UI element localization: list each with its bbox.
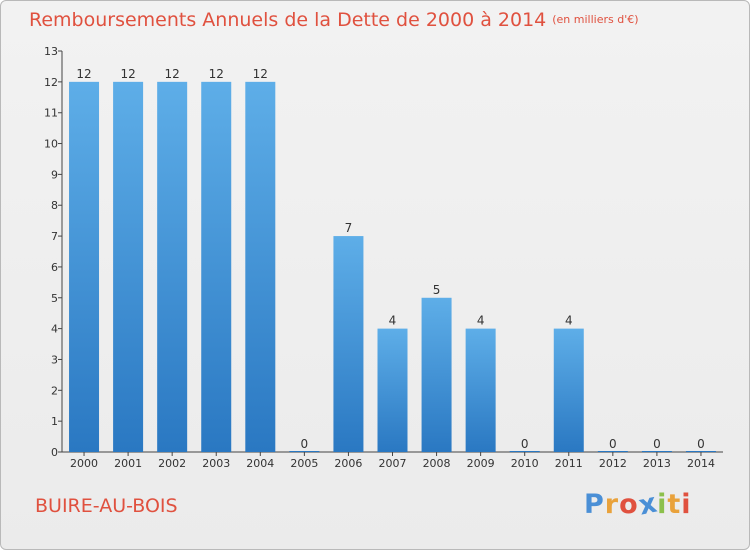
logo-letter: i — [681, 489, 692, 520]
x-tick-label: 2000 — [70, 457, 98, 470]
x-tick-label: 2006 — [334, 457, 362, 470]
bar — [201, 81, 232, 452]
y-tick-label: 6 — [51, 261, 58, 274]
data-label: 12 — [165, 67, 180, 81]
data-label: 0 — [653, 437, 661, 451]
x-tick-label: 2010 — [511, 457, 539, 470]
x-tick-label: 2003 — [202, 457, 230, 470]
bar — [465, 328, 496, 452]
y-tick-label: 1 — [51, 415, 58, 428]
data-label: 4 — [477, 314, 485, 328]
x-tick-label: 2012 — [599, 457, 627, 470]
data-label: 12 — [253, 67, 268, 81]
data-label: 4 — [389, 314, 397, 328]
data-label: 5 — [433, 283, 441, 297]
logo-letter: i — [657, 489, 668, 520]
chart-title-text: Remboursements Annuels de la Dette de 20… — [29, 9, 547, 31]
logo-letter: P — [584, 489, 605, 520]
data-labels: 12 12 12 12 12 0 7 4 5 4 0 4 0 0 0 — [76, 67, 704, 451]
y-tick-label: 3 — [51, 353, 58, 366]
y-tick-label: 9 — [51, 168, 58, 181]
bar — [421, 297, 452, 452]
data-label: 0 — [521, 437, 529, 451]
y-tick-label: 2 — [51, 384, 58, 397]
y-tick-label: 0 — [51, 446, 58, 459]
bar — [509, 451, 540, 452]
y-tick-label: 12 — [44, 76, 58, 89]
logo-letter: t — [667, 489, 682, 520]
y-tick-label: 11 — [44, 107, 58, 120]
bar — [553, 328, 584, 452]
x-tick-label: 2001 — [114, 457, 142, 470]
bars — [69, 81, 716, 452]
bar — [113, 81, 144, 452]
y-tick-label: 4 — [51, 323, 58, 336]
logo-letter: r — [604, 489, 620, 520]
bar — [69, 81, 100, 452]
x-tick-label: 2005 — [290, 457, 318, 470]
x-tick-label: 2011 — [555, 457, 583, 470]
bar — [377, 328, 408, 452]
bar — [597, 451, 628, 452]
y-tick-label: 7 — [51, 230, 58, 243]
proxiti-logo: Proxiti — [584, 487, 692, 521]
x-tick-label: 2013 — [643, 457, 671, 470]
data-label: 0 — [301, 437, 309, 451]
y-tick-label: 8 — [51, 199, 58, 212]
bar — [333, 236, 364, 452]
data-label: 0 — [609, 437, 617, 451]
x-tick-label: 2002 — [158, 457, 186, 470]
data-label: 12 — [76, 67, 91, 81]
chart-title: Remboursements Annuels de la Dette de 20… — [29, 9, 639, 31]
y-tick-label: 10 — [44, 138, 58, 151]
data-label: 4 — [565, 314, 573, 328]
bar — [289, 451, 320, 452]
logo-letter: o — [619, 489, 639, 520]
x-tick-label: 2009 — [467, 457, 495, 470]
x-tick-label: 2004 — [246, 457, 274, 470]
y-tick-label: 13 — [44, 45, 58, 58]
chart-unit: (en milliers d'€) — [552, 13, 639, 26]
data-label: 12 — [209, 67, 224, 81]
x-tick-label: 2007 — [379, 457, 407, 470]
data-label: 0 — [697, 437, 705, 451]
x-tick-label: 2008 — [423, 457, 451, 470]
data-label: 12 — [120, 67, 135, 81]
x-tick-label: 2014 — [687, 457, 715, 470]
commune-name: BUIRE-AU-BOIS — [35, 495, 178, 517]
y-tick-label: 5 — [51, 292, 58, 305]
bar — [685, 451, 716, 452]
bar — [641, 451, 672, 452]
bar — [157, 81, 188, 452]
bar — [245, 81, 276, 452]
data-label: 7 — [345, 221, 353, 235]
